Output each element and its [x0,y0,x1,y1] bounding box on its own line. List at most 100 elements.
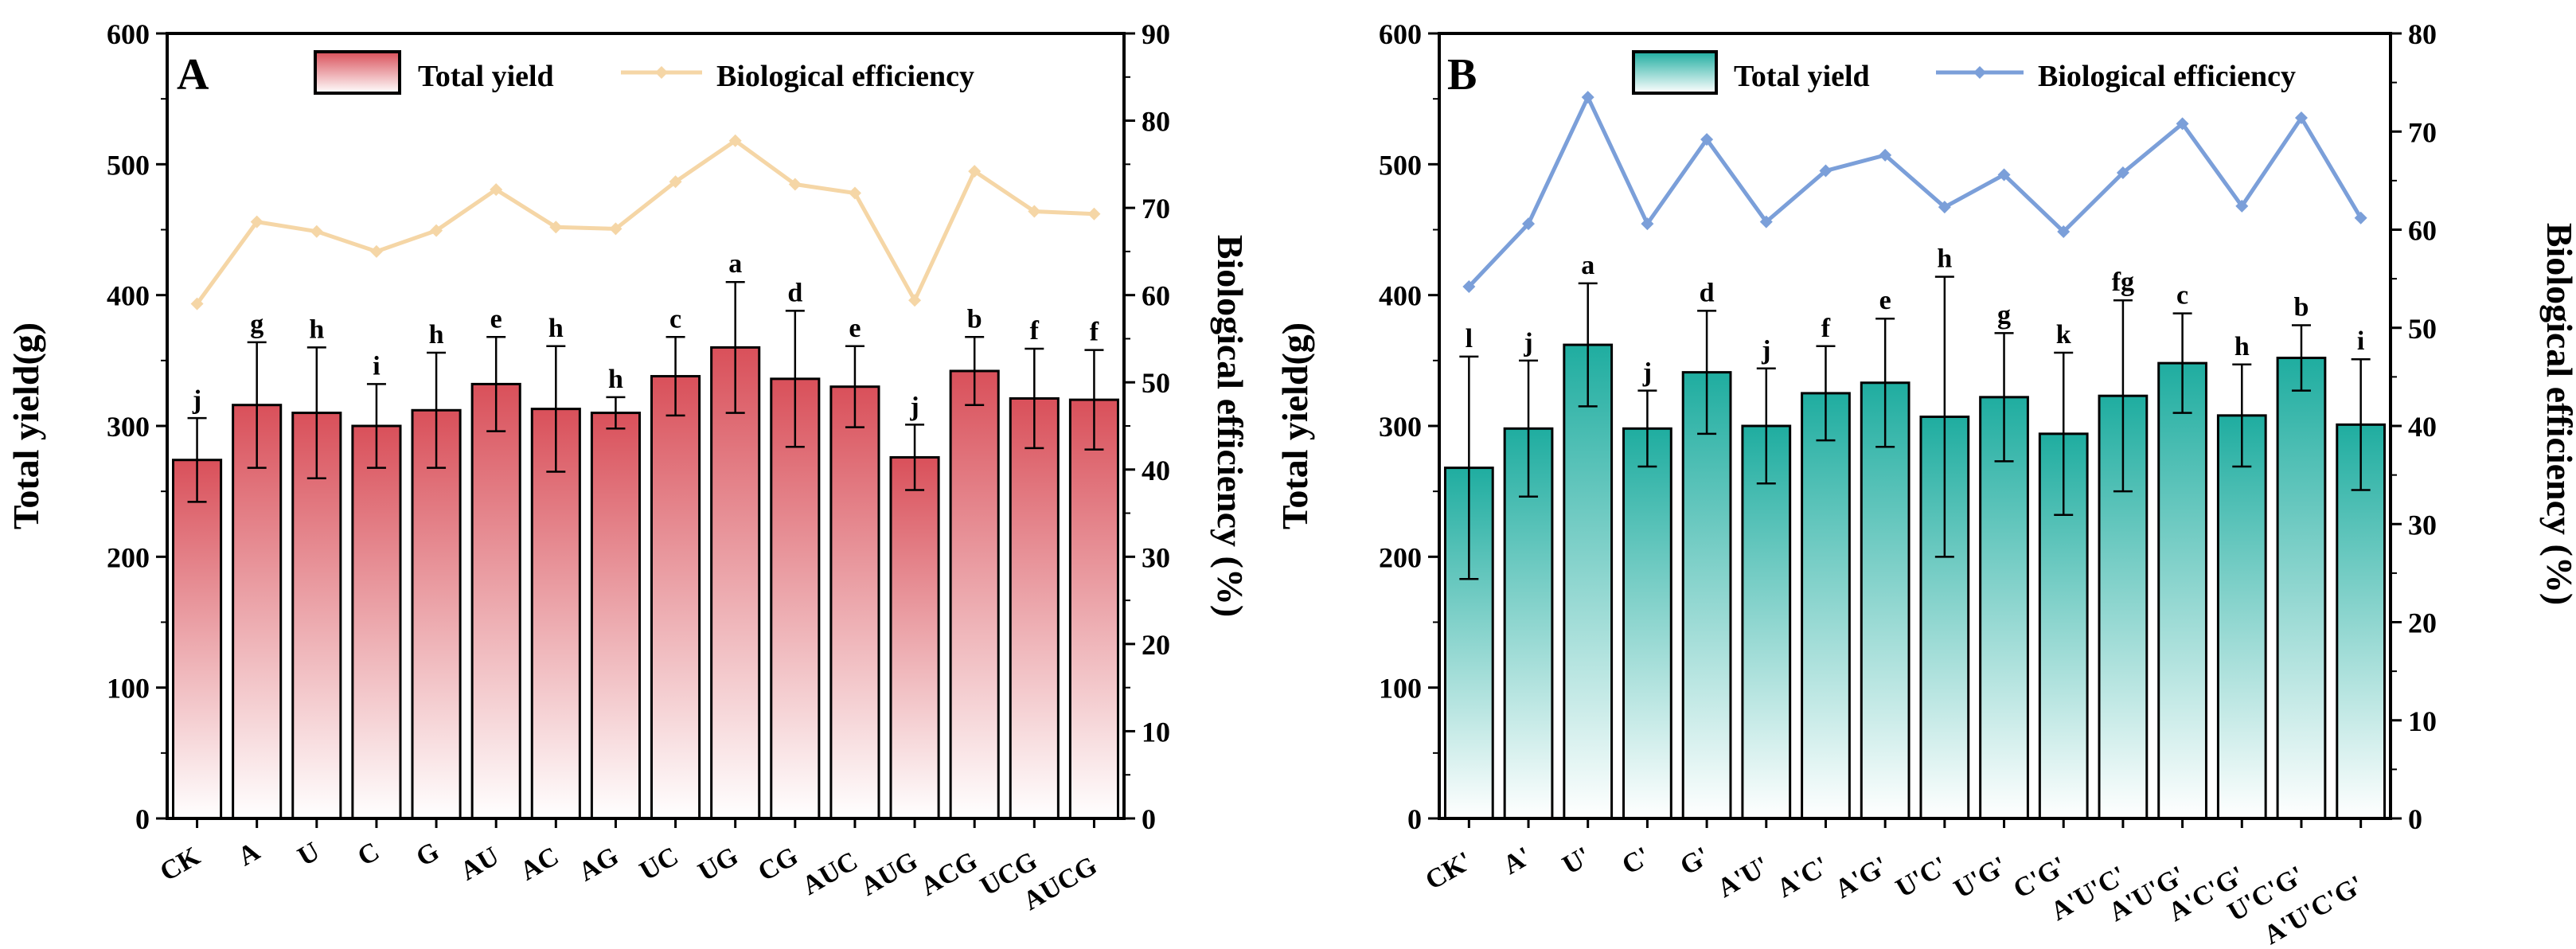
y2-tick-label: 80 [2408,18,2437,50]
y2-tick-label: 60 [2408,215,2437,247]
significance-letter: j [192,385,201,415]
y2-tick-label: 20 [2408,607,2437,639]
efficiency-point [1938,201,1951,214]
panel-label: A [177,50,209,100]
significance-letter: h [2234,332,2250,361]
x-category-label: A'C' [1772,851,1833,904]
efficiency-point [2294,111,2308,124]
y-tick-label: 300 [1379,411,1422,443]
y-tick-label: 200 [107,541,150,573]
x-category-label: AU [455,842,504,887]
significance-letter: d [787,278,802,307]
bar-A'G' [1860,381,1911,820]
efficiency-point [1028,205,1041,218]
y2-tick-label: 40 [2408,411,2437,443]
significance-letter: j [1642,358,1652,388]
y2-tick-label: 50 [2408,313,2437,345]
bar-A'U' [1741,424,1792,820]
x-category-label: CK [155,842,205,888]
x-category-label: CG [753,842,803,888]
efficiency-point [968,165,982,178]
significance-letter: c [2176,281,2188,310]
significance-letter: g [250,310,263,339]
x-category-label: AUG [856,846,923,902]
significance-letter: j [909,392,919,421]
legend-label-bar: Total yield [1734,60,1870,93]
bar-U'C'G' [2276,357,2327,820]
y2-tick-label: 90 [1142,18,1170,50]
y-tick-label: 200 [1379,541,1422,573]
efficiency-point [490,183,503,197]
significance-letter: h [309,314,324,344]
efficiency-point [430,224,443,237]
significance-letter: h [429,320,444,350]
efficiency-line [195,138,1095,306]
bar-A'C' [1801,392,1851,820]
y2-tick-label: 30 [2408,509,2437,541]
efficiency-point [2235,199,2249,213]
bar-ACG [949,369,1000,820]
chart-panel-a: j g h i h e h h c a d e j b f f 0 100 200 300 400 500 600 0 10 20… [6,18,1251,916]
y2-axis-title: Biological efficiency (%) [1210,235,1251,617]
efficiency-point [728,134,742,147]
y-tick-label: 400 [1379,280,1422,312]
efficiency-point [1700,133,1714,146]
y2-tick-label: 10 [1142,716,1170,748]
bar-C' [1622,427,1672,820]
efficiency-point [1462,279,1476,293]
significance-letter: h [608,365,623,394]
legend-swatch-bar [314,50,401,95]
y-tick-label: 500 [107,149,150,181]
x-category-label: ACG [915,846,982,902]
significance-letter: f [1030,316,1040,346]
efficiency-point [190,297,204,310]
significance-letter: a [728,249,742,279]
significance-letter: l [1466,324,1473,353]
significance-letter: j [1761,336,1770,365]
efficiency-point [1879,148,1892,162]
y2-tick-label: 60 [1142,280,1170,312]
efficiency-point [609,222,623,236]
bar-G' [1681,371,1732,820]
significance-letter: e [490,304,502,334]
efficiency-point [848,186,861,200]
significance-letter: f [1090,318,1099,347]
bar-A [232,404,283,820]
bar-AG [590,412,641,820]
significance-letter: h [548,314,564,343]
x-category-label: C [353,837,384,872]
bar-CK [172,459,223,820]
significance-letter: b [967,304,982,334]
significance-letter: d [1700,278,1715,307]
x-category-label: U [293,837,325,872]
efficiency-point [369,244,383,258]
y-tick-label: 600 [107,18,150,50]
legend-swatch-bar [1632,50,1718,95]
significance-letter: b [2294,292,2309,322]
x-category-label: U'C' [1891,851,1952,904]
efficiency-point [1641,217,1654,231]
efficiency-point [1997,168,2011,182]
chart-panel-b: l j a j d j f e h g k fg c h b i 0 100 200 300 400 500 600 0 10 2… [1274,18,2576,949]
y2-tick-label: 80 [1142,106,1170,138]
x-category-label: G [412,837,444,873]
y-tick-label: 500 [1379,149,1422,181]
x-category-label: U'G' [1949,851,2012,904]
x-category-label: G' [1675,842,1715,881]
legend-marker [655,66,668,79]
efficiency-point [1759,215,1773,228]
efficiency-point [908,294,922,307]
y2-tick-label: 10 [2408,705,2437,737]
bar-A'C'G' [2216,414,2267,820]
efficiency-point [2116,166,2129,180]
x-category-label: AC [515,842,564,887]
efficiency-point [1522,217,1536,231]
x-category-label: A' [1498,842,1536,881]
x-category-label: A'U' [1712,851,1774,904]
bar-AUC [829,385,880,820]
bar-U [291,412,342,820]
efficiency-point [1087,207,1101,221]
y2-tick-label: 20 [1142,629,1170,661]
x-category-label: A'G' [1830,851,1893,904]
